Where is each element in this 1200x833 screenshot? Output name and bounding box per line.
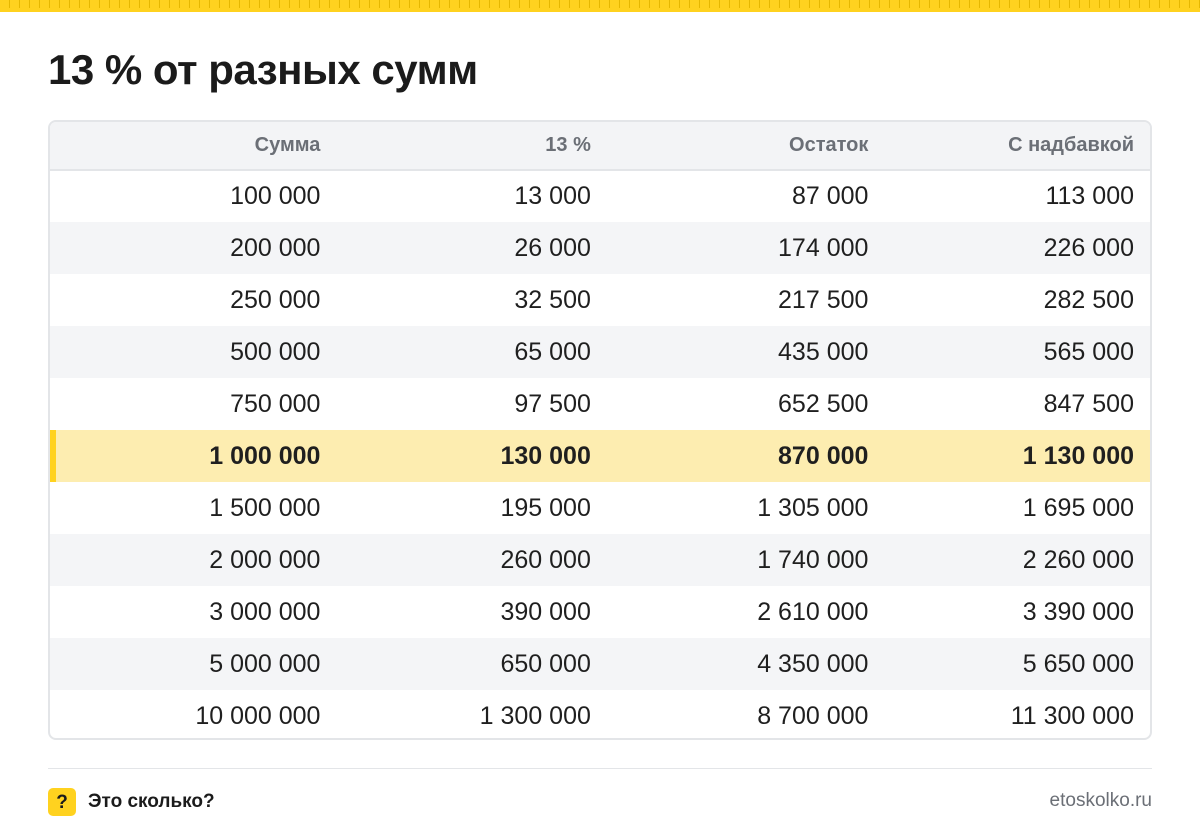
- remainder-cell: 4 350 000: [757, 649, 869, 678]
- table-row: 10 000 000 1 300 000 8 700 000 11 300 000: [50, 690, 1150, 738]
- table-row: 750 000 97 500 652 500 847 500: [50, 378, 1150, 430]
- percent-cell: 130 000: [500, 441, 591, 470]
- table-row: 2 000 000 260 000 1 740 000 2 260 000: [50, 534, 1150, 586]
- percent-cell: 260 000: [500, 545, 591, 574]
- percent-cell: 65 000: [514, 337, 591, 366]
- remainder-cell: 174 000: [778, 233, 869, 262]
- table-row: 1 500 000 195 000 1 305 000 1 695 000: [50, 482, 1150, 534]
- remainder-cell: 652 500: [778, 389, 869, 418]
- with-markup-cell: 226 000: [1043, 233, 1134, 262]
- table-row: 250 000 32 500 217 500 282 500: [50, 274, 1150, 326]
- table-card: Сумма 13 % Остаток С надбавкой 100 000 13…: [48, 120, 1152, 740]
- with-markup-cell: 282 500: [1043, 285, 1134, 314]
- table-row: 200 000 26 000 174 000 226 000: [50, 222, 1150, 274]
- amount-cell: 100 000: [230, 182, 321, 210]
- amount-cell: 1 500 000: [209, 493, 321, 522]
- percent-cell: 32 500: [514, 285, 591, 314]
- remainder-cell: 87 000: [791, 182, 869, 210]
- percent-cell: 195 000: [500, 493, 591, 522]
- remainder-cell: 870 000: [778, 441, 869, 470]
- remainder-cell: 1 740 000: [757, 545, 869, 574]
- with-markup-cell: 1 695 000: [1022, 493, 1134, 522]
- amount-cell: 5 000 000: [209, 649, 321, 678]
- percent-cell: 1 300 000: [479, 701, 591, 730]
- table-row: 500 000 65 000 435 000 565 000: [50, 326, 1150, 378]
- remainder-cell: 2 610 000: [757, 597, 869, 626]
- percent-cell: 390 000: [500, 597, 591, 626]
- amount-cell: 750 000: [230, 389, 321, 418]
- remainder-cell: 8 700 000: [757, 701, 869, 730]
- brand-name: Это сколько?: [88, 791, 215, 812]
- with-markup-cell: 113 000: [1045, 182, 1134, 210]
- amount-cell: 500 000: [230, 337, 321, 366]
- amount-cell: 3 000 000: [209, 597, 321, 626]
- amount-cell: 250 000: [230, 285, 321, 314]
- table-row: 3 000 000 390 000 2 610 000 3 390 000: [50, 586, 1150, 638]
- question-mark-icon: ?: [48, 788, 76, 816]
- remainder-cell: 217 500: [778, 285, 869, 314]
- page-title: 13 % от разных сумм: [48, 46, 478, 93]
- amount-cell: 200 000: [230, 233, 321, 262]
- amount-cell: 10 000 000: [195, 701, 321, 730]
- column-header-percent: 13 %: [320, 122, 591, 171]
- with-markup-cell: 847 500: [1043, 389, 1134, 418]
- with-markup-cell: 5 650 000: [1022, 649, 1134, 678]
- with-markup-cell: 1 130 000: [1022, 441, 1134, 470]
- amount-cell: 2 000 000: [209, 545, 321, 574]
- percent-cell: 97 500: [514, 389, 591, 418]
- percent-cell: 650 000: [500, 649, 591, 678]
- percent-cell: 26 000: [514, 233, 591, 262]
- amount-cell: 1 000 000: [50, 430, 320, 482]
- remainder-cell: 1 305 000: [757, 493, 869, 522]
- with-markup-cell: 11 300 000: [1010, 701, 1134, 730]
- table-header-row: Сумма 13 % Остаток С надбавкой: [50, 122, 1150, 171]
- data-table: Сумма 13 % Остаток С надбавкой 100 000 13…: [50, 122, 1150, 738]
- with-markup-cell: 2 260 000: [1022, 545, 1134, 574]
- column-header-amount: Сумма: [50, 122, 321, 171]
- with-markup-cell: 3 390 000: [1022, 597, 1134, 626]
- with-markup-cell: 565 000: [1043, 337, 1134, 366]
- remainder-cell: 435 000: [778, 337, 869, 366]
- column-header-remainder: Остаток: [590, 122, 869, 171]
- site-url: etoskolko.ru: [1049, 790, 1152, 811]
- table-row: 5 000 000 650 000 4 350 000 5 650 000: [50, 638, 1150, 690]
- column-header-with-markup: С надбавкой: [868, 122, 1150, 171]
- table-row-highlighted: 1 000 000 130 000 870 000 1 130 000: [50, 430, 1150, 482]
- percent-cell: 13 000: [514, 182, 591, 210]
- brand: ? Это сколько?: [48, 788, 215, 816]
- table-row: 100 000 13 000 87 000 113 000: [50, 170, 1150, 222]
- ruler-decoration: [0, 0, 1200, 12]
- footer-divider: [48, 768, 1152, 769]
